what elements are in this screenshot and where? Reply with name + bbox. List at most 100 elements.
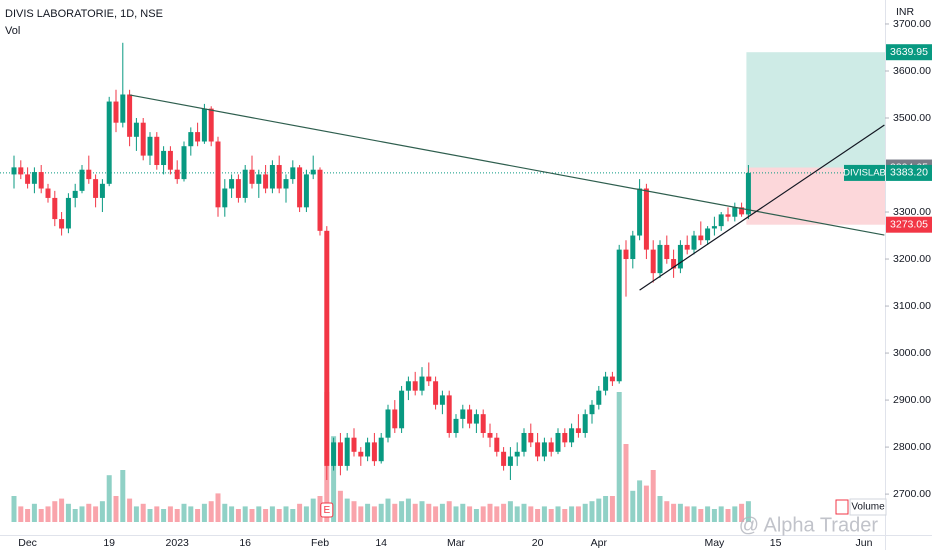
volume-bar [562, 509, 568, 522]
candle-body [575, 428, 581, 433]
volume-bar [276, 509, 282, 522]
volume-bar [739, 503, 745, 522]
candle-body [439, 395, 445, 405]
volume-bar [399, 501, 405, 522]
volume-bar [331, 436, 337, 522]
candle-body [623, 249, 629, 260]
target-badge-bg [886, 44, 932, 61]
candle-body [385, 409, 391, 438]
x-tick-label: Jun [856, 537, 873, 549]
candle-body [371, 442, 377, 462]
volume-bar [229, 506, 235, 522]
candle-body [609, 376, 615, 382]
candle-body [405, 381, 411, 391]
volume-bar [249, 509, 255, 522]
watermark: @ Alpha Trader [739, 514, 879, 536]
volume-bar [501, 503, 507, 522]
volume-bar [344, 498, 350, 522]
candle-body [569, 428, 575, 443]
candle-body [677, 244, 683, 269]
volume-bar [38, 509, 44, 522]
candle-body [99, 183, 105, 198]
volume-bar [596, 498, 602, 522]
last-price-badge-bg [886, 164, 932, 181]
candle-body [18, 167, 24, 175]
volume-bar [514, 506, 520, 522]
candle-body [45, 188, 51, 198]
trend-line [129, 94, 885, 236]
volume-bar [705, 506, 711, 522]
candle-body [215, 141, 221, 208]
candle-body [276, 165, 282, 189]
candle-body [745, 172, 751, 215]
candle-body [106, 101, 112, 184]
volume-bar [643, 485, 649, 522]
candle-body [317, 169, 323, 231]
y-tick-label: 2900.00 [893, 394, 931, 406]
x-tick-label: Apr [591, 537, 608, 549]
volume-bar [487, 503, 493, 522]
volume-bar [106, 475, 112, 522]
candle-body [269, 165, 275, 189]
y-tick-label: 3300.00 [893, 206, 931, 218]
candle-body [480, 414, 486, 433]
y-tick-label: 3600.00 [893, 65, 931, 77]
candle-body [52, 197, 58, 220]
target-zone [746, 52, 885, 168]
candle-body [535, 442, 541, 457]
x-tick-label: 16 [239, 537, 251, 549]
volume-bar [392, 503, 398, 522]
volume-bar [120, 470, 126, 522]
volume-bar [18, 506, 24, 522]
candle-body [127, 94, 133, 137]
candle-body [521, 432, 527, 452]
volume-bar [664, 501, 670, 522]
candle-body [242, 169, 248, 198]
volume-bar [154, 506, 160, 522]
candle-body [133, 122, 139, 137]
stop-badge-bg [886, 216, 932, 233]
x-tick-label: 20 [532, 537, 544, 549]
candle-body [399, 390, 405, 429]
candle-body [365, 442, 371, 457]
volume-bar [528, 506, 534, 522]
volume-bar [263, 509, 269, 522]
candle-body [256, 174, 262, 184]
candle-body [358, 451, 364, 457]
volume-bar [405, 498, 411, 522]
volume-bar [52, 501, 58, 522]
candle-body [86, 169, 92, 180]
x-tick-label: 15 [770, 537, 782, 549]
volume-bar [365, 503, 371, 522]
candle-body [473, 414, 479, 424]
candle-body [79, 169, 85, 191]
volume-bar [283, 506, 289, 522]
candle-body [392, 409, 398, 429]
volume-legend-box [849, 498, 887, 516]
volume-legend: Volume [851, 502, 885, 513]
candle-body [324, 230, 330, 466]
volume-bar [637, 480, 643, 522]
candle-body [378, 437, 384, 462]
candle-body [222, 188, 228, 208]
volume-bar [358, 506, 364, 522]
y-tick-label: 3200.00 [893, 253, 931, 265]
candle-body [603, 376, 609, 391]
volume-bar [208, 501, 214, 522]
x-tick-label: Dec [18, 537, 37, 549]
y-tick-label: 2800.00 [893, 441, 931, 453]
candle-body [718, 214, 724, 227]
volume-bar [127, 498, 133, 522]
candle-body [93, 179, 99, 198]
volume-bar [59, 498, 65, 522]
candle-body [181, 146, 187, 180]
volume-bar [79, 506, 85, 522]
candle-body [657, 244, 663, 274]
volume-bar [147, 509, 153, 522]
volume-bar [11, 496, 17, 522]
symbol-badge-bg [844, 164, 885, 181]
candle-body [283, 179, 289, 189]
volume-bar [269, 506, 275, 522]
volume-bar [691, 506, 697, 522]
